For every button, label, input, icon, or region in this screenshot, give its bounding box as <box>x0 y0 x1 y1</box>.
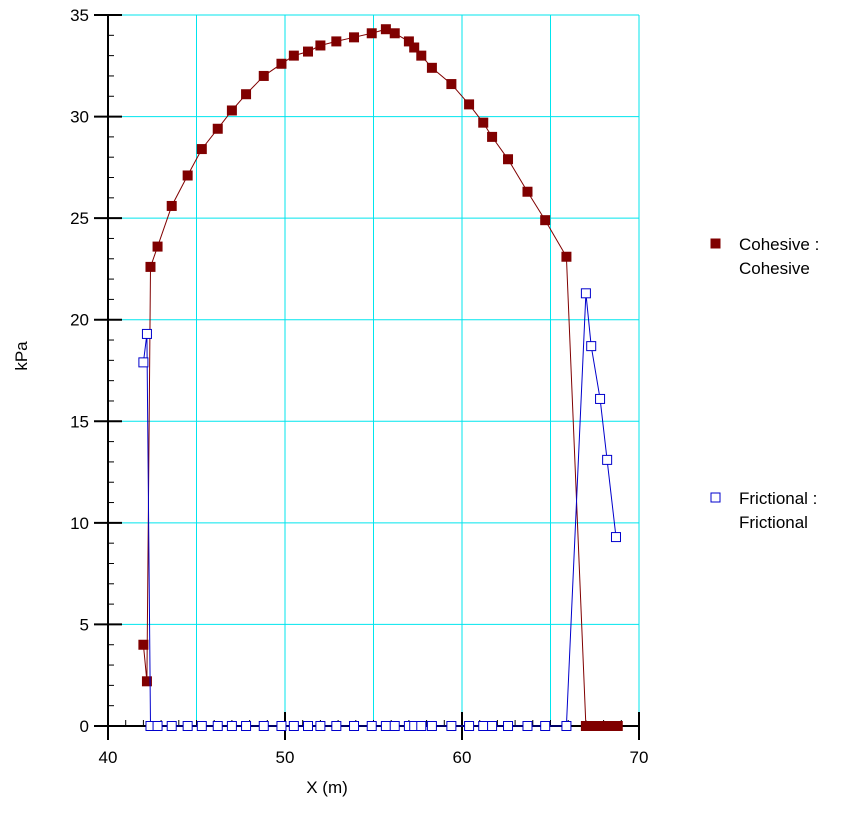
y-axis-title: kPa <box>12 341 31 371</box>
series-cohesive <box>138 24 623 731</box>
data-point <box>602 454 613 465</box>
data-point <box>303 721 314 731</box>
data-point <box>241 721 252 731</box>
data-point <box>595 393 606 404</box>
data-series <box>138 24 623 731</box>
data-point <box>503 721 514 731</box>
data-point <box>212 721 223 731</box>
data-point <box>288 721 299 731</box>
data-point <box>141 676 152 687</box>
y-tick-label: 30 <box>70 108 89 127</box>
data-point <box>166 721 177 731</box>
data-point <box>446 79 457 90</box>
data-point <box>182 721 193 731</box>
data-point <box>478 721 489 731</box>
data-point <box>487 721 498 731</box>
y-tick-label: 0 <box>80 717 89 736</box>
y-tick-label: 35 <box>70 6 89 25</box>
data-point <box>145 261 156 272</box>
data-point <box>612 721 623 731</box>
legend-label: Cohesive : <box>739 235 819 254</box>
data-point <box>426 721 437 731</box>
legend-item: Cohesive : Cohesive <box>710 235 819 278</box>
data-point <box>166 200 177 211</box>
data-point <box>258 70 269 81</box>
data-point <box>141 328 152 339</box>
y-tick-label: 20 <box>70 311 89 330</box>
data-point <box>586 341 597 352</box>
data-point <box>226 105 237 116</box>
data-point <box>487 131 498 142</box>
data-point <box>380 24 391 35</box>
x-tick-label: 50 <box>276 748 295 767</box>
data-point <box>366 28 377 39</box>
data-point <box>409 42 420 53</box>
data-point <box>331 721 342 731</box>
data-point <box>258 721 269 731</box>
data-point <box>540 721 551 731</box>
data-point <box>446 721 457 731</box>
legend-label: Cohesive <box>739 259 810 278</box>
data-point <box>478 117 489 128</box>
data-point <box>540 215 551 226</box>
tick-labels: 0 5 10 15 20 25 30 35 40 50 60 70 <box>70 6 648 767</box>
data-point <box>288 50 299 61</box>
data-point <box>226 721 237 731</box>
y-tick-label: 25 <box>70 209 89 228</box>
data-point <box>426 62 437 73</box>
legend-label: Frictional <box>739 513 808 532</box>
series-line <box>142 293 617 727</box>
y-tick-label: 15 <box>70 412 89 431</box>
x-tick-label: 60 <box>453 748 472 767</box>
data-point <box>380 721 391 731</box>
data-point <box>276 58 287 69</box>
data-point <box>331 36 342 47</box>
data-point <box>138 357 149 368</box>
data-point <box>522 186 533 197</box>
data-point <box>389 28 400 39</box>
data-point <box>212 123 223 134</box>
data-point <box>196 721 207 731</box>
legend-item: Frictional : Frictional <box>710 489 817 532</box>
data-point <box>303 46 314 57</box>
data-point <box>610 532 621 543</box>
data-point <box>366 721 377 731</box>
data-point <box>416 721 427 731</box>
data-point <box>152 241 163 252</box>
legend-marker <box>710 492 721 503</box>
data-point <box>196 144 207 155</box>
data-point <box>349 721 360 731</box>
legend-label: Frictional : <box>739 489 817 508</box>
data-point <box>389 721 400 731</box>
gridlines <box>108 14 640 726</box>
legend-marker <box>710 238 721 249</box>
x-tick-label: 40 <box>99 748 118 767</box>
data-point <box>561 251 572 262</box>
data-point <box>464 99 475 110</box>
data-point <box>464 721 475 731</box>
data-point <box>522 721 533 731</box>
data-point <box>182 170 193 181</box>
data-point <box>241 89 252 100</box>
data-point <box>152 721 163 731</box>
y-tick-label: 5 <box>80 615 89 634</box>
data-point <box>276 721 287 731</box>
x-tick-label: 70 <box>630 748 649 767</box>
axes <box>94 14 640 740</box>
x-axis-title: X (m) <box>306 778 348 797</box>
data-point <box>138 639 149 650</box>
series-frictional <box>138 288 621 731</box>
data-point <box>561 721 572 731</box>
data-point <box>315 721 326 731</box>
y-tick-label: 10 <box>70 514 89 533</box>
data-point <box>503 154 514 165</box>
data-point <box>416 50 427 61</box>
data-point <box>315 40 326 51</box>
legend: Cohesive : Cohesive Frictional : Frictional <box>710 235 819 532</box>
data-point <box>403 36 414 47</box>
data-point <box>580 288 591 299</box>
data-point <box>349 32 360 43</box>
